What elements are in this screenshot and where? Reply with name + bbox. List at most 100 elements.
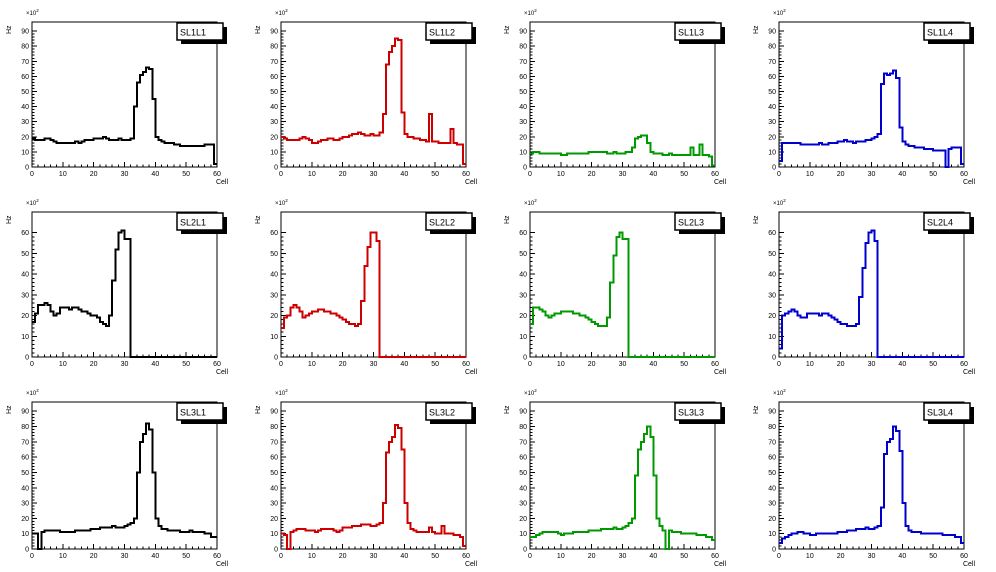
y-axis-tick-label: 60 [519, 230, 527, 237]
y-axis-tick-label: 10 [519, 531, 527, 538]
x-axis-title: Cell [714, 369, 727, 376]
y-axis-tick-label: 0 [523, 547, 527, 554]
x-axis-tick-label: 10 [308, 171, 316, 178]
y-axis-tick-label: 10 [21, 531, 29, 538]
y-axis-tick-label: 50 [768, 89, 776, 96]
histogram-line-sl2l1 [32, 229, 217, 358]
y-axis-tick-label: 10 [21, 149, 29, 156]
y-axis-tick-label: 40 [519, 104, 527, 111]
y-axis-tick-label: 60 [768, 230, 776, 237]
y-axis-tick-label: 40 [768, 485, 776, 492]
y-axis-tick-label: 50 [270, 89, 278, 96]
histogram-panel-sl1l4: 0 10 20 30 40 50 60 70 80 90 0 10 20 30 40 50 60 Hz ×102 Ce… [747, 0, 996, 190]
y-axis-tick-label: 20 [519, 313, 527, 320]
y-axis-tick-label: 30 [519, 119, 527, 126]
x-axis-tick-label: 0 [30, 553, 34, 560]
x-axis-tick-label: 20 [90, 553, 98, 560]
x-axis-tick-label: 20 [588, 553, 596, 560]
histogram-panel-sl1l1: 0 10 20 30 40 50 60 70 80 90 0 10 20 30 40 50 60 Hz ×102 Ce… [0, 0, 249, 190]
x-axis-tick-label: 60 [213, 361, 221, 368]
y-axis-tick-label: 10 [270, 531, 278, 538]
y-axis-title: Hz [753, 405, 760, 414]
y-axis-multiplier: ×102 [275, 198, 288, 207]
y-axis-tick-label: 60 [270, 230, 278, 237]
legend-box [176, 22, 224, 41]
y-axis-tick-label: 50 [270, 251, 278, 258]
y-axis-tick-label: 70 [270, 59, 278, 66]
y-axis-title: Hz [504, 405, 511, 414]
histogram-panel-sl3l4: 0 10 20 30 40 50 60 70 80 90 0 10 20 30 40 50 60 Hz ×102 Ce… [747, 380, 996, 572]
y-axis-tick-label: 80 [270, 424, 278, 431]
y-axis-tick-label: 30 [768, 119, 776, 126]
x-axis-tick-label: 10 [59, 171, 67, 178]
y-axis-tick-label: 60 [21, 230, 29, 237]
y-axis-tick-label: 50 [21, 470, 29, 477]
x-axis-tick-label: 20 [90, 361, 98, 368]
y-axis-tick-label: 40 [519, 272, 527, 279]
x-axis-tick-label: 60 [960, 171, 968, 178]
y-axis-tick-label: 10 [519, 334, 527, 341]
legend-label: SL2L3 [678, 218, 704, 228]
y-axis-multiplier: ×102 [26, 8, 39, 17]
x-axis-tick-label: 20 [837, 361, 845, 368]
y-axis-tick-label: 90 [21, 409, 29, 416]
y-axis-multiplier-base: ×10 [524, 11, 535, 17]
y-axis-tick-label: 40 [270, 104, 278, 111]
y-axis-tick-label: 10 [21, 334, 29, 341]
x-axis-tick-label: 50 [929, 171, 937, 178]
y-axis-multiplier-base: ×10 [275, 201, 286, 207]
y-axis-tick-label: 0 [772, 547, 776, 554]
y-axis-multiplier: ×102 [26, 388, 39, 397]
x-axis-tick-label: 40 [151, 553, 159, 560]
histogram-line-sl2l4 [779, 229, 964, 358]
x-axis-tick-label: 60 [213, 171, 221, 178]
y-axis-tick-label: 0 [274, 355, 278, 362]
x-axis-tick-label: 0 [528, 553, 532, 560]
y-axis-multiplier: ×102 [524, 8, 537, 17]
y-axis-multiplier-exponent: 2 [534, 388, 537, 393]
legend-box [176, 402, 224, 421]
x-axis-tick-label: 0 [279, 171, 283, 178]
x-axis-tick-label: 40 [400, 553, 408, 560]
y-axis-multiplier-exponent: 2 [783, 8, 786, 13]
y-axis-tick-label: 80 [519, 44, 527, 51]
histogram-panel-sl3l3: 0 10 20 30 40 50 60 70 80 90 0 10 20 30 40 50 60 Hz ×102 Ce… [498, 380, 747, 572]
x-axis-title: Cell [465, 369, 478, 376]
y-axis-tick-label: 50 [519, 251, 527, 258]
legend-box [923, 22, 971, 41]
y-axis-tick-label: 20 [21, 134, 29, 141]
y-axis-multiplier-base: ×10 [524, 391, 535, 397]
histogram-line-sl3l3 [530, 425, 715, 550]
y-axis-tick-label: 60 [270, 455, 278, 462]
x-axis-tick-label: 50 [929, 361, 937, 368]
x-axis-tick-label: 60 [462, 553, 470, 560]
y-axis-tick-label: 20 [519, 134, 527, 141]
y-axis-title: Hz [504, 25, 511, 34]
y-axis-tick-label: 50 [519, 89, 527, 96]
x-axis-tick-label: 40 [898, 361, 906, 368]
y-axis-tick-label: 50 [768, 251, 776, 258]
x-axis-tick-label: 20 [339, 361, 347, 368]
y-axis-tick-label: 90 [768, 409, 776, 416]
x-axis-tick-label: 50 [680, 171, 688, 178]
y-axis-tick-label: 80 [270, 44, 278, 51]
x-axis-tick-label: 30 [370, 553, 378, 560]
y-axis-tick-label: 90 [768, 29, 776, 36]
y-axis-tick-label: 40 [519, 485, 527, 492]
y-axis-tick-label: 10 [270, 149, 278, 156]
legend-box [674, 212, 722, 231]
legend-label: SL2L4 [927, 218, 953, 228]
y-axis-multiplier-exponent: 2 [36, 8, 39, 13]
x-axis-tick-label: 50 [680, 553, 688, 560]
y-axis-tick-label: 80 [768, 44, 776, 51]
x-axis-tick-label: 0 [30, 171, 34, 178]
x-axis-title: Cell [963, 179, 976, 186]
y-axis-tick-label: 60 [270, 74, 278, 81]
histogram-line-sl1l3 [530, 134, 715, 167]
y-axis-multiplier-exponent: 2 [285, 198, 288, 203]
y-axis-tick-label: 0 [772, 355, 776, 362]
x-axis-tick-label: 30 [868, 361, 876, 368]
x-axis-title: Cell [216, 561, 229, 568]
y-axis-multiplier-exponent: 2 [783, 388, 786, 393]
y-axis-tick-label: 0 [523, 355, 527, 362]
